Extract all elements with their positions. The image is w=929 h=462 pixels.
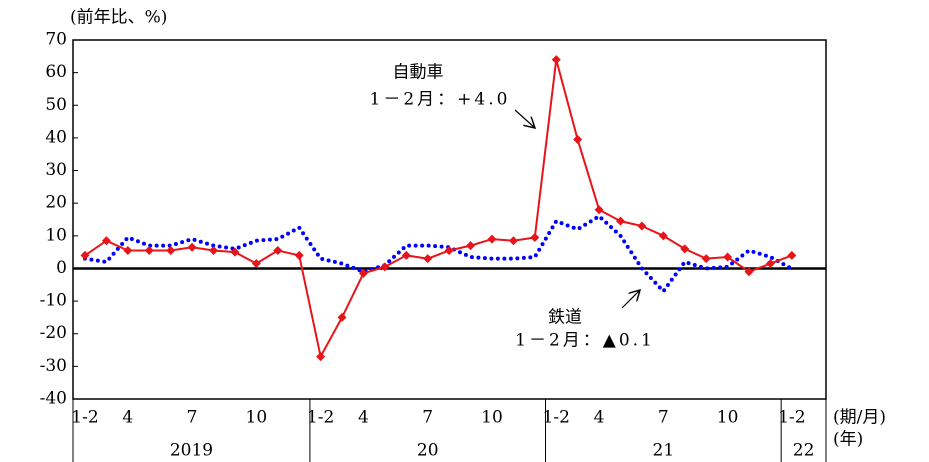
marker: [573, 135, 583, 145]
x-tick-label: 4: [594, 408, 605, 428]
annotation-arrow: [621, 290, 640, 309]
y-tick-label: 20: [45, 193, 67, 213]
marker: [187, 242, 197, 252]
marker: [101, 236, 111, 246]
marker: [680, 244, 690, 254]
annotation-title: 鉄道: [548, 308, 582, 328]
y-tick-label: 40: [45, 127, 67, 147]
x-tick-label: 1-2: [307, 408, 334, 428]
annotation-title: 自動車: [393, 63, 444, 83]
x-tick-label: 10: [481, 408, 503, 428]
marker: [487, 234, 497, 244]
annotation-arrow: [514, 109, 535, 128]
y-tick-label: 0: [56, 258, 67, 278]
x-tick-label: 1-2: [778, 408, 805, 428]
x-tick-label: 4: [122, 408, 133, 428]
y-tick-label: -10: [40, 291, 67, 311]
x-tick-label: 1-2: [543, 408, 570, 428]
marker: [723, 252, 733, 262]
x-tick-label: 7: [658, 408, 669, 428]
year-unit-label: (年): [833, 430, 863, 450]
marker: [744, 267, 754, 277]
marker: [551, 55, 561, 65]
x-tick-label: 1-2: [71, 408, 98, 428]
y-tick-label: -30: [40, 356, 67, 376]
year-label: 21: [653, 441, 675, 461]
x-tick-label: 4: [358, 408, 369, 428]
marker: [294, 250, 304, 260]
y-tick-label: -40: [40, 389, 67, 409]
marker: [765, 259, 775, 269]
year-label: 20: [417, 441, 439, 461]
annotation-text: 1－2月：▲0.1: [515, 331, 655, 351]
marker: [273, 246, 283, 256]
marker: [166, 246, 176, 256]
x-tick-label: 7: [422, 408, 433, 428]
x-unit-label: (期/月): [833, 408, 886, 428]
y-tick-label: 60: [45, 62, 67, 82]
marker: [701, 254, 711, 264]
y-tick-label: 10: [45, 225, 67, 245]
marker: [337, 312, 347, 322]
marker: [230, 247, 240, 257]
year-label: 2019: [170, 441, 213, 461]
marker: [616, 216, 625, 226]
marker: [787, 250, 797, 260]
marker: [466, 241, 476, 251]
x-tick-label: 10: [717, 408, 739, 428]
marker: [423, 254, 433, 264]
marker: [530, 232, 540, 242]
plot-frame: [72, 39, 827, 400]
marker: [594, 205, 604, 215]
y-tick-label: 30: [45, 160, 67, 180]
y-tick-label: -20: [40, 323, 67, 343]
marker: [380, 262, 390, 272]
marker: [251, 259, 261, 269]
marker: [658, 231, 668, 241]
marker: [401, 250, 411, 260]
annotation-text: 1－2月：+4.0: [370, 90, 511, 110]
marker: [637, 221, 647, 231]
series-line: [84, 59, 793, 360]
x-tick-label: 10: [246, 408, 268, 428]
y-unit-label: (前年比、%): [70, 8, 167, 28]
marker: [123, 246, 133, 256]
marker: [444, 246, 454, 256]
marker: [316, 352, 326, 362]
year-label: 22: [793, 441, 815, 461]
marker: [508, 236, 518, 246]
marker: [80, 250, 90, 260]
marker: [209, 246, 219, 256]
marker: [358, 268, 368, 278]
marker: [144, 246, 154, 256]
y-tick-label: 50: [45, 95, 67, 115]
y-tick-label: 70: [45, 30, 67, 50]
x-tick-label: 7: [187, 408, 198, 428]
